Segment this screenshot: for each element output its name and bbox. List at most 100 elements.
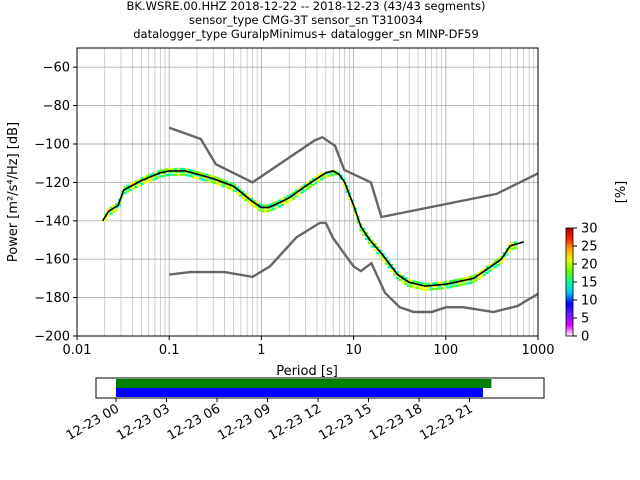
psd-cell [421, 288, 425, 291]
psd-cell [179, 167, 183, 171]
colorbar-tick-label: 10 [581, 294, 598, 309]
y-tick-label: −80 [43, 99, 70, 114]
psd-cell [480, 275, 484, 278]
psd-cell [224, 186, 228, 189]
psd-cell [204, 179, 209, 182]
psd-cell [465, 276, 470, 279]
psd-cell [218, 181, 223, 184]
psd-cell [151, 172, 155, 175]
psd-cell [143, 178, 147, 182]
psd-cell [137, 181, 141, 184]
psd-cell [179, 173, 183, 176]
psd-cell [429, 288, 433, 291]
psd-cell [162, 171, 167, 174]
psd-cell [367, 236, 371, 239]
psd-cell [339, 174, 343, 177]
psd-cell [280, 201, 284, 204]
psd-cell [409, 279, 414, 282]
psd-cell [249, 203, 254, 206]
psd-cell [443, 284, 447, 287]
psd-cell [266, 204, 270, 207]
psd-cell [395, 271, 400, 274]
psd-cell [174, 167, 178, 171]
psd-cell [432, 282, 436, 285]
psd-cell [160, 172, 164, 175]
psd-cell [129, 183, 133, 186]
psd-cell [146, 180, 150, 183]
psd-cell [308, 179, 313, 183]
psd-cell [263, 207, 268, 210]
psd-cell [123, 189, 127, 192]
psd-cell [258, 203, 262, 206]
psd-cell [244, 193, 248, 196]
psd-cell [291, 197, 296, 200]
psd-cell [300, 185, 304, 188]
psd-cell [398, 279, 402, 282]
psd-cell [227, 184, 231, 187]
psd-cell [294, 189, 298, 192]
colorbar-tick-label: 30 [581, 222, 598, 237]
psd-cell [409, 282, 414, 285]
psd-cell [432, 285, 436, 288]
psd-cell [491, 267, 495, 270]
psd-cell [188, 169, 192, 172]
psd-cell [499, 256, 503, 259]
psd-cell [384, 256, 388, 259]
psd-cell [140, 180, 144, 183]
psd-cell [418, 284, 422, 287]
psd-cell [334, 173, 338, 176]
psd-cell [348, 198, 352, 201]
psd-cell [216, 177, 220, 180]
psd-cell [446, 286, 450, 289]
psd-cell [165, 174, 169, 177]
colorbar-scale [565, 227, 574, 337]
timeline-tick-label: 12-23 06 [165, 401, 223, 443]
psd-cell [162, 168, 167, 172]
psd-cell [252, 205, 256, 208]
timeline-tick-label: 12-23 18 [367, 401, 425, 443]
colorbar-tick-label: 0 [581, 330, 589, 345]
timeline-tick-label: 12-23 09 [215, 401, 273, 443]
psd-cell [157, 170, 161, 173]
psd-cell [160, 169, 164, 172]
y-tick-label: −120 [34, 176, 70, 191]
psd-cell [272, 204, 276, 208]
psd-cell [494, 260, 498, 263]
psd-cell [443, 281, 447, 284]
psd-cell [460, 280, 464, 283]
psd-cell [165, 168, 169, 171]
psd-cell [457, 281, 461, 284]
psd-cell [131, 187, 136, 190]
psd-cell [449, 282, 453, 286]
psd-cell [196, 177, 200, 180]
psd-cell [451, 282, 456, 285]
psd-cell [193, 170, 197, 173]
psd-cell [207, 177, 211, 180]
psd-cell [465, 279, 470, 282]
psd-cell [216, 183, 220, 186]
psd-cell [513, 244, 517, 247]
psd-cell [370, 245, 374, 248]
psd-cell [249, 197, 254, 200]
psd-cell [387, 266, 391, 269]
psd-cell [311, 183, 315, 186]
psd-cell [126, 187, 130, 190]
psd-cell [342, 178, 346, 181]
psd-cell [103, 213, 108, 216]
psd-cell [477, 271, 481, 274]
psd-cell [409, 285, 414, 288]
psd-cell [463, 282, 467, 286]
psd-cell [109, 206, 113, 209]
psd-cell [488, 263, 492, 267]
psd-cell [496, 263, 501, 267]
psd-cell [362, 227, 366, 230]
title-line-3: datalogger_type GuralpMinimus+ datalogge… [133, 27, 479, 41]
psd-cell [188, 171, 192, 175]
psd-cell [398, 273, 402, 276]
psd-cell [185, 168, 189, 171]
psd-cell [134, 180, 138, 183]
psd-cell [112, 204, 116, 208]
psd-cell [390, 264, 394, 267]
psd-cell [171, 167, 175, 171]
psd-cell [131, 184, 136, 187]
